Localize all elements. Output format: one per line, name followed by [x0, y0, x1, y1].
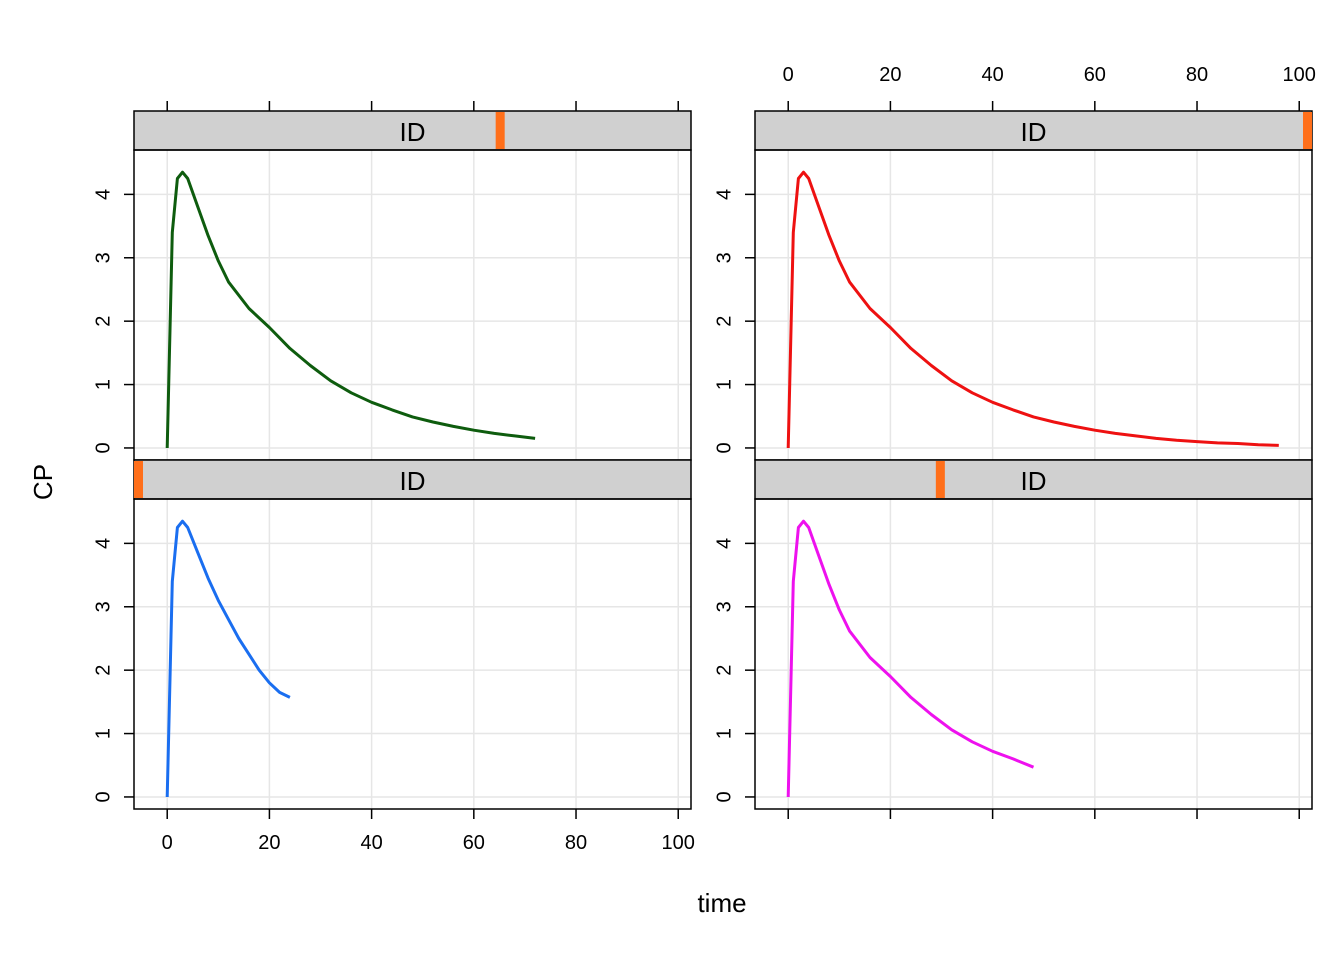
y-tick-label: 2 [713, 665, 735, 676]
x-tick-label: 20 [258, 832, 280, 854]
y-tick-label: 3 [92, 601, 114, 612]
panel-frame [754, 149, 1313, 461]
x-tick-label: 80 [1186, 64, 1208, 86]
strip-level-marker [134, 461, 143, 498]
y-tick-label: 0 [92, 442, 114, 453]
y-tick-label: 3 [713, 601, 735, 612]
y-tick-label: 2 [92, 316, 114, 327]
y-tick-label: 3 [92, 252, 114, 263]
y-axis-title: CP [28, 464, 58, 500]
strip-bottom-left [133, 459, 692, 500]
x-tick-label: 60 [1084, 64, 1106, 86]
panel-frame [133, 149, 692, 461]
panel-top-left: ID 0 1 2 3 4 [92, 101, 692, 461]
strip-level-marker [495, 112, 505, 149]
y-tick-label: 1 [92, 379, 114, 390]
x-tick-label: 80 [565, 832, 587, 854]
y-tick-label: 4 [713, 538, 735, 549]
x-axis-title: time [697, 888, 746, 918]
series-line-top-left [165, 170, 536, 449]
panel-frame [754, 498, 1313, 810]
x-tick-label: 60 [463, 832, 485, 854]
panel-frame [133, 498, 692, 810]
strip-top-left [133, 110, 692, 151]
strip-level-marker [1303, 112, 1312, 149]
series-line-top-right [786, 170, 1279, 449]
y-tick-label: 0 [713, 791, 735, 802]
y-tick-label: 2 [713, 316, 735, 327]
panel-bottom-right: ID 0 1 2 3 4 [713, 459, 1313, 819]
x-tick-label: 20 [879, 64, 901, 86]
y-tick-label: 0 [713, 442, 735, 453]
y-tick-label: 4 [92, 189, 114, 200]
x-tick-label: 40 [360, 832, 382, 854]
series-line-bottom-right [786, 519, 1035, 798]
series-line-bottom-left [165, 519, 291, 798]
y-tick-label: 1 [92, 728, 114, 739]
y-tick-label: 1 [713, 379, 735, 390]
y-tick-label: 3 [713, 252, 735, 263]
strip-bottom-right [754, 459, 1313, 500]
x-tick-label: 0 [162, 832, 173, 854]
x-tick-label: 0 [783, 64, 794, 86]
strip-level-marker [935, 461, 945, 498]
x-tick-label: 100 [1283, 64, 1316, 86]
strip-label: ID [1021, 466, 1047, 496]
y-tick-label: 4 [713, 189, 735, 200]
y-tick-label: 2 [92, 665, 114, 676]
y-tick-label: 4 [92, 538, 114, 549]
x-tick-label: 100 [662, 832, 695, 854]
strip-label: ID [400, 117, 426, 147]
strip-label: ID [1021, 117, 1047, 147]
x-tick-label: 40 [981, 64, 1003, 86]
y-tick-label: 1 [713, 728, 735, 739]
strip-label: ID [400, 466, 426, 496]
y-tick-label: 0 [92, 791, 114, 802]
